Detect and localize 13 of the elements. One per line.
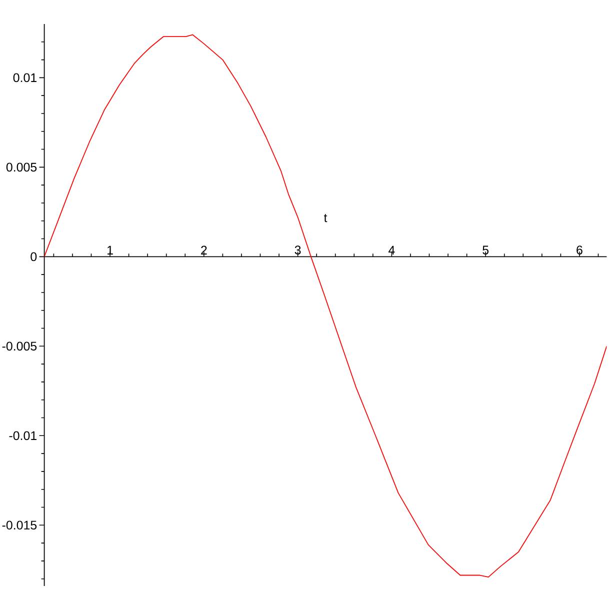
x-tick-label: 4	[388, 246, 395, 254]
x-tick-label: 1	[108, 246, 113, 254]
y-tick-label: 0.01	[13, 73, 36, 82]
y-tick-label: 0	[30, 252, 37, 262]
x-tick-label: 5	[482, 246, 489, 254]
x-tick-label: 2	[201, 246, 207, 254]
x-tick-label: 6	[576, 246, 582, 254]
y-tick-label: -0.005	[2, 342, 37, 351]
x-tick-label: 3	[294, 246, 301, 254]
x-axis-title: t	[324, 214, 328, 222]
y-tick-label: 0.005	[6, 162, 37, 172]
y-tick-label: -0.015	[2, 520, 37, 530]
y-tick-label: -0.01	[9, 431, 36, 440]
